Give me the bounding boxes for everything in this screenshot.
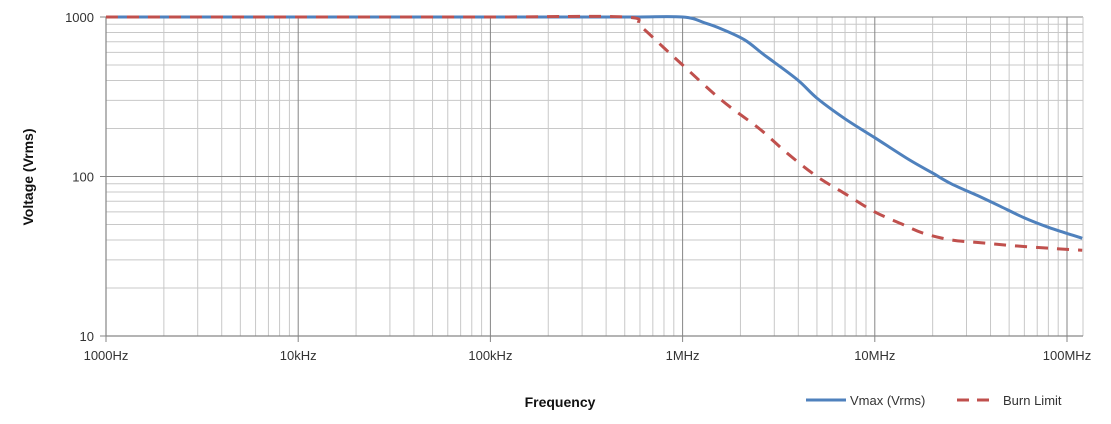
y-tick-label: 10 (80, 329, 94, 344)
legend-item-burn-limit: Burn Limit (957, 393, 1062, 408)
legend-label-vmax: Vmax (Vrms) (850, 393, 925, 408)
x-tick-label: 100kHz (468, 348, 512, 363)
x-tick-label: 1000Hz (84, 348, 129, 363)
series-line-burn-limit (106, 14, 1083, 252)
y-tick-label: 1000 (65, 10, 94, 25)
x-tick-label: 100MHz (1043, 348, 1091, 363)
y-axis-ticks: 10 100 1000 (65, 10, 94, 344)
series-line-vmax-vrms (106, 15, 1083, 240)
legend-label-burn-limit: Burn Limit (1003, 393, 1062, 408)
x-tick-label: 10kHz (280, 348, 317, 363)
plot-series (106, 14, 1083, 252)
y-tick-label: 100 (72, 170, 94, 185)
y-axis-title: Voltage (Vrms) (20, 129, 36, 226)
plot-grid (100, 16, 1084, 342)
legend: Vmax (Vrms) Burn Limit (806, 393, 1062, 408)
legend-item-vmax: Vmax (Vrms) (806, 393, 925, 408)
x-axis-title: Frequency (525, 394, 596, 410)
x-tick-label: 10MHz (854, 348, 895, 363)
x-axis-ticks: 1000Hz 10kHz 100kHz 1MHz 10MHz 100MHz (84, 348, 1092, 363)
x-tick-label: 1MHz (666, 348, 700, 363)
